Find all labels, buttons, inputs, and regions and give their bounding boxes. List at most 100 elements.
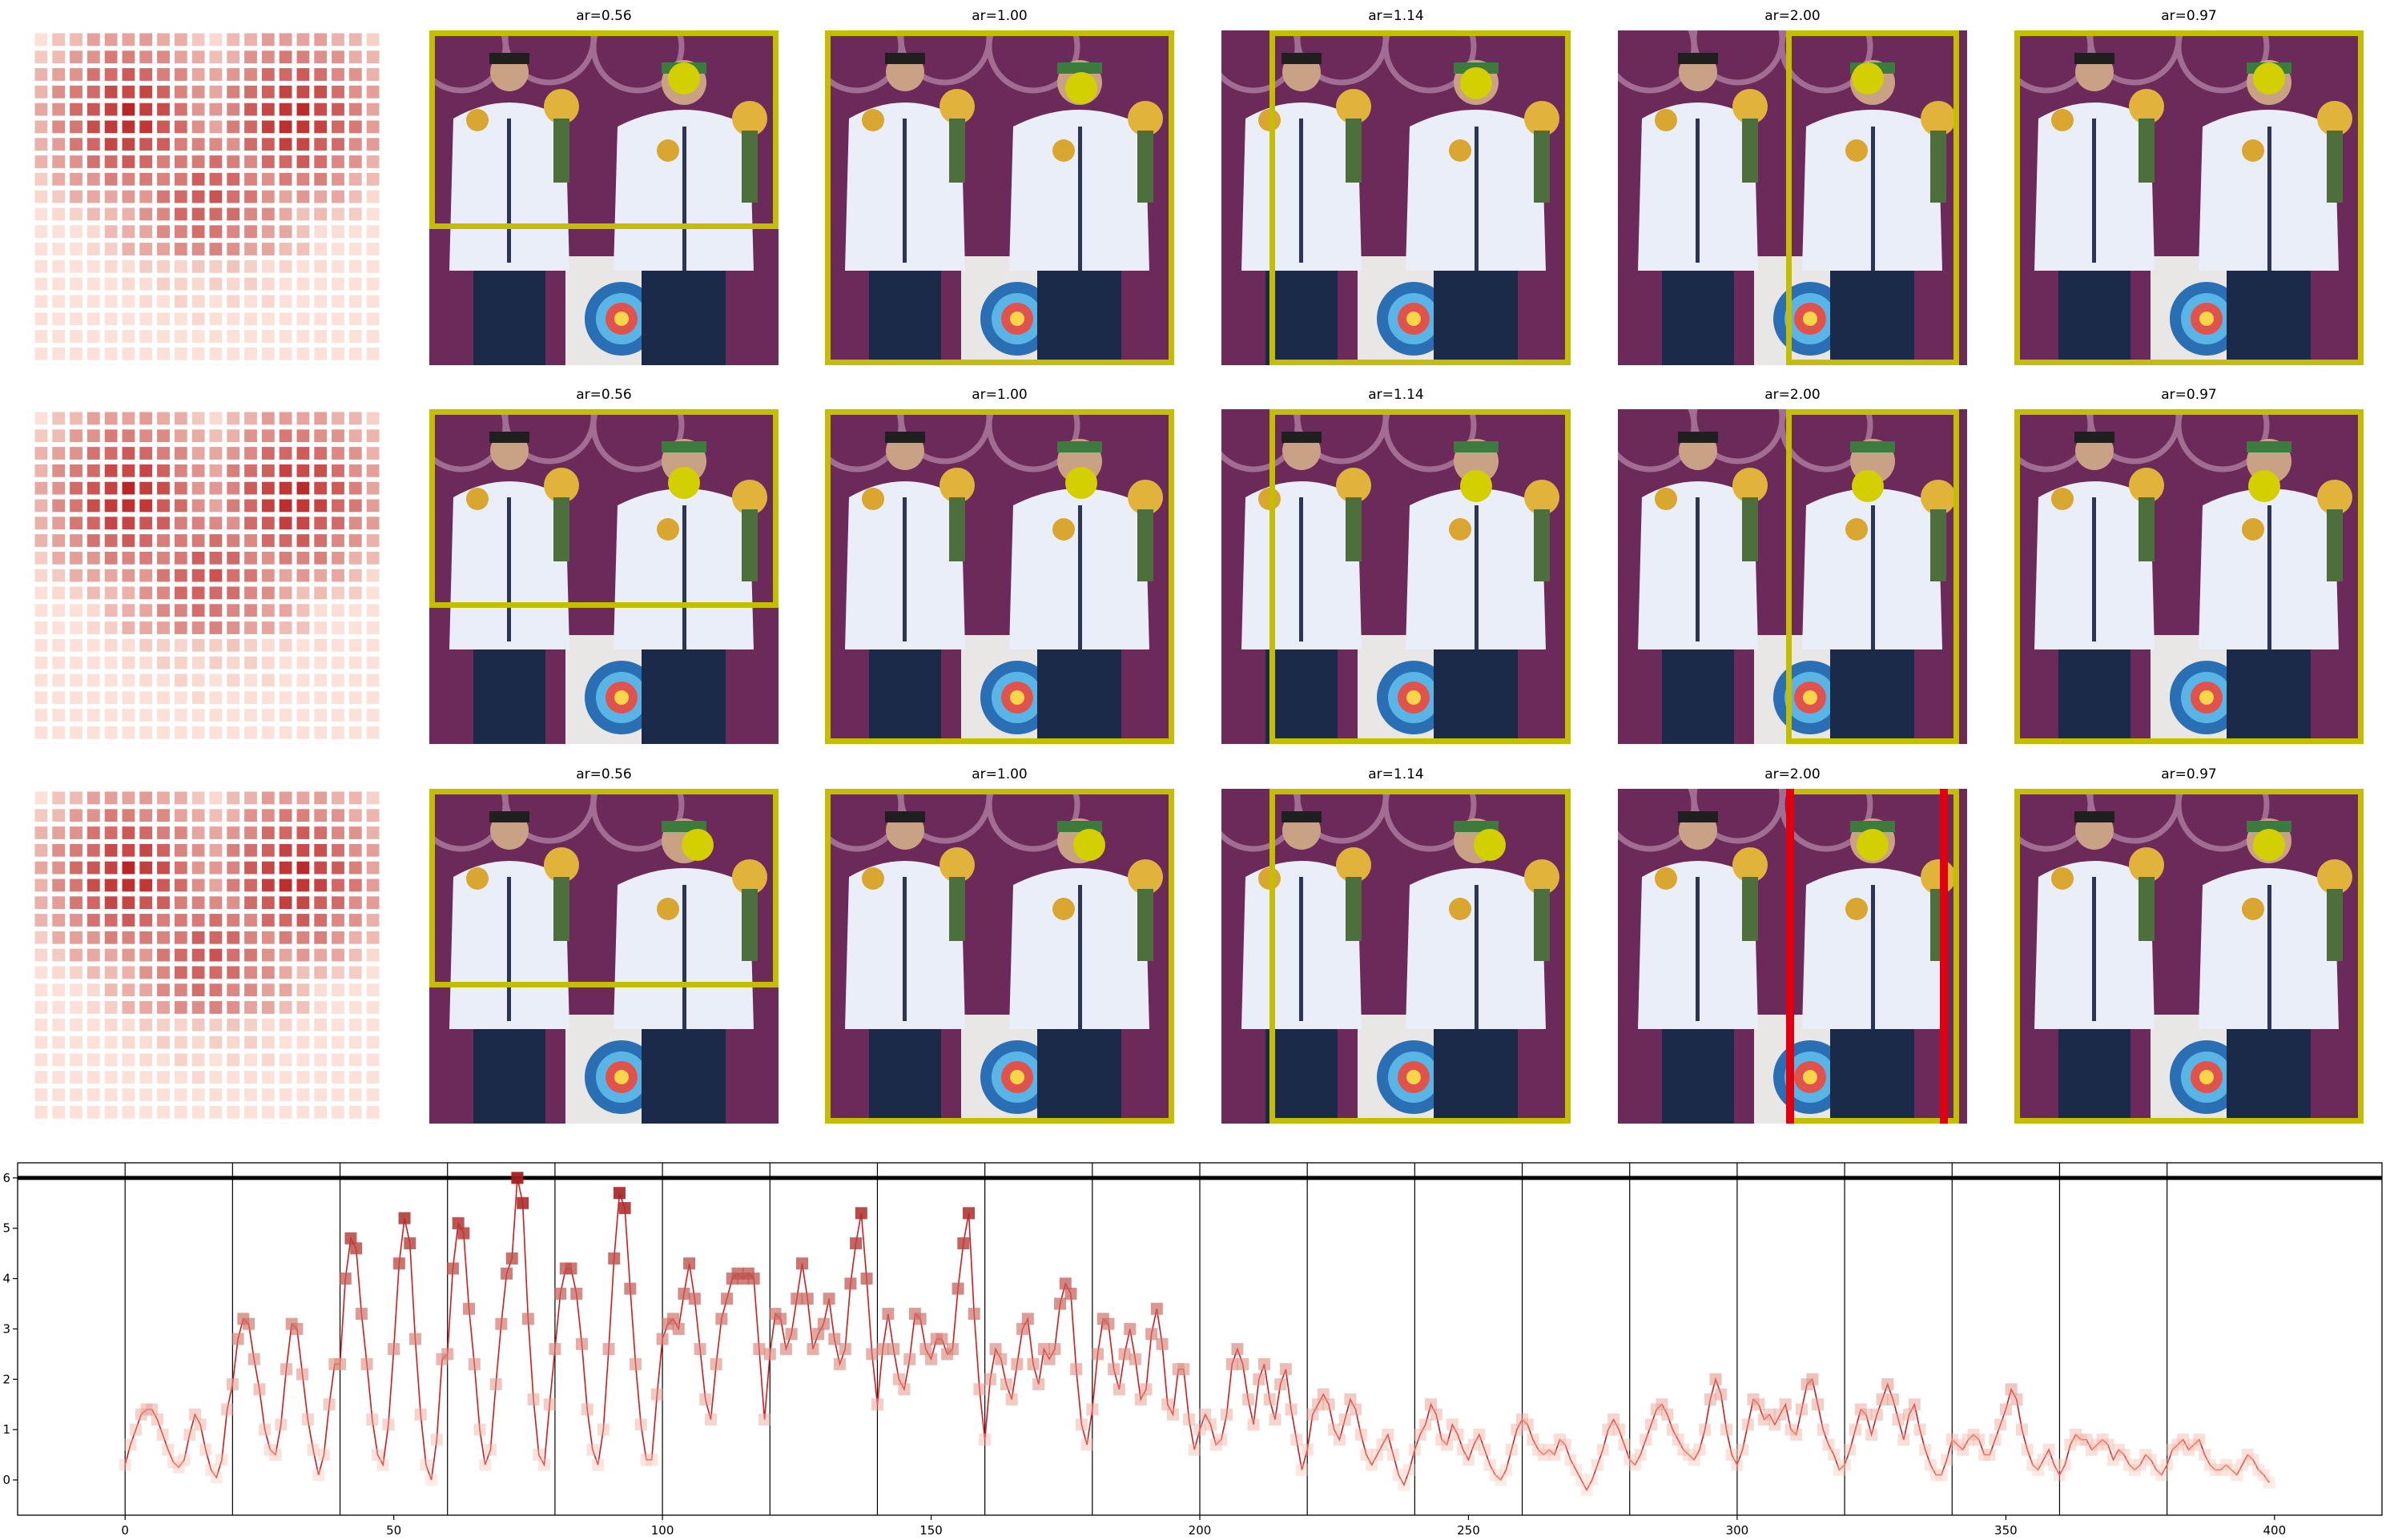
heat-cell — [261, 1053, 275, 1067]
heat-cell — [70, 103, 82, 116]
heat-cell — [366, 50, 380, 64]
heat-cell — [366, 103, 380, 116]
heat-cell — [34, 1001, 48, 1014]
heat-cell — [279, 621, 292, 634]
heat-cell — [227, 621, 240, 634]
data-point — [903, 1353, 916, 1365]
crop-box — [429, 789, 779, 987]
heat-cell — [139, 259, 153, 273]
heat-cell — [70, 295, 82, 308]
heat-cell — [332, 931, 344, 944]
heat-cell — [70, 207, 82, 221]
data-point — [914, 1313, 927, 1325]
heat-cell — [296, 586, 310, 600]
data-point — [1532, 1443, 1545, 1456]
heat-cell — [227, 826, 240, 839]
data-point — [1209, 1438, 1222, 1451]
heat-cell — [366, 569, 380, 582]
heat-cell — [52, 638, 66, 652]
heat-cell — [348, 638, 362, 652]
heat-cell — [87, 190, 100, 203]
heat-cell — [104, 1001, 118, 1014]
data-point — [796, 1257, 809, 1270]
data-point — [1430, 1408, 1442, 1421]
heat-cell — [296, 85, 310, 99]
data-point — [1021, 1313, 1034, 1325]
heat-cell — [279, 691, 292, 705]
data-point — [253, 1383, 266, 1396]
heat-cell — [104, 103, 118, 116]
heat-cell — [332, 534, 344, 547]
heat-cell — [296, 481, 310, 495]
heat-cell — [157, 155, 170, 168]
heat-cell — [332, 1035, 344, 1049]
heat-cell — [87, 948, 100, 962]
heat-cell — [34, 1071, 48, 1084]
heat-cell — [261, 155, 275, 168]
heat-cell — [314, 569, 328, 582]
data-point — [1897, 1433, 1910, 1446]
heat-cell — [70, 1105, 82, 1119]
photo-illustration — [1221, 30, 1571, 365]
heat-cell — [87, 447, 100, 460]
heat-cell — [296, 1001, 310, 1014]
heat-cell — [34, 120, 48, 134]
heat-cell — [34, 412, 48, 425]
heat-cell — [104, 826, 118, 839]
heat-cell — [122, 1035, 135, 1049]
heat-cell — [52, 464, 66, 477]
heat-cell — [52, 948, 66, 962]
heat-cell — [296, 1088, 310, 1101]
heat-cell — [332, 983, 344, 997]
data-point — [1403, 1463, 1416, 1476]
heat-cell — [87, 534, 100, 547]
heat-cell — [244, 68, 257, 81]
heat-cell — [174, 277, 187, 291]
heat-cell — [104, 207, 118, 221]
heat-cell — [261, 33, 275, 46]
heat-cell — [366, 499, 380, 513]
data-point — [543, 1398, 556, 1411]
data-point — [1145, 1328, 1158, 1341]
heat-cell — [174, 412, 187, 425]
heat-cell — [174, 1001, 187, 1014]
data-point — [215, 1454, 228, 1466]
heat-cell — [34, 656, 48, 669]
heat-cell — [70, 569, 82, 582]
x-tick-label: 100 — [651, 1523, 674, 1538]
data-point — [188, 1408, 201, 1421]
data-point — [1607, 1413, 1620, 1426]
heat-cell — [122, 499, 135, 513]
heat-cell — [157, 604, 170, 617]
heat-cell — [34, 948, 48, 962]
heat-cell — [244, 604, 257, 617]
heat-cell — [279, 843, 292, 857]
data-point — [1354, 1428, 1367, 1441]
heat-cell — [314, 1018, 328, 1031]
heat-cell — [52, 312, 66, 326]
data-point — [1543, 1443, 1555, 1456]
heat-cell — [191, 225, 205, 239]
data-point — [1075, 1418, 1088, 1431]
heat-cell — [296, 551, 310, 565]
heat-cell — [87, 1071, 100, 1084]
heat-cell — [348, 809, 362, 822]
heat-cell — [296, 33, 310, 46]
heat-cell — [139, 861, 153, 875]
heat-cell — [191, 330, 205, 343]
heat-cell — [244, 1105, 257, 1119]
data-point — [404, 1237, 416, 1250]
heat-cell — [348, 604, 362, 617]
heat-cell — [139, 464, 153, 477]
heat-cell — [296, 569, 310, 582]
heat-cell — [104, 896, 118, 910]
heat-cell — [34, 172, 48, 186]
heat-cell — [104, 809, 118, 822]
data-point — [1129, 1353, 1141, 1365]
heat-cell — [34, 68, 48, 81]
heat-cell — [52, 85, 66, 99]
data-point — [779, 1343, 792, 1356]
heat-cell — [70, 85, 82, 99]
heat-cell — [52, 1035, 66, 1049]
data-point — [2199, 1449, 2211, 1462]
